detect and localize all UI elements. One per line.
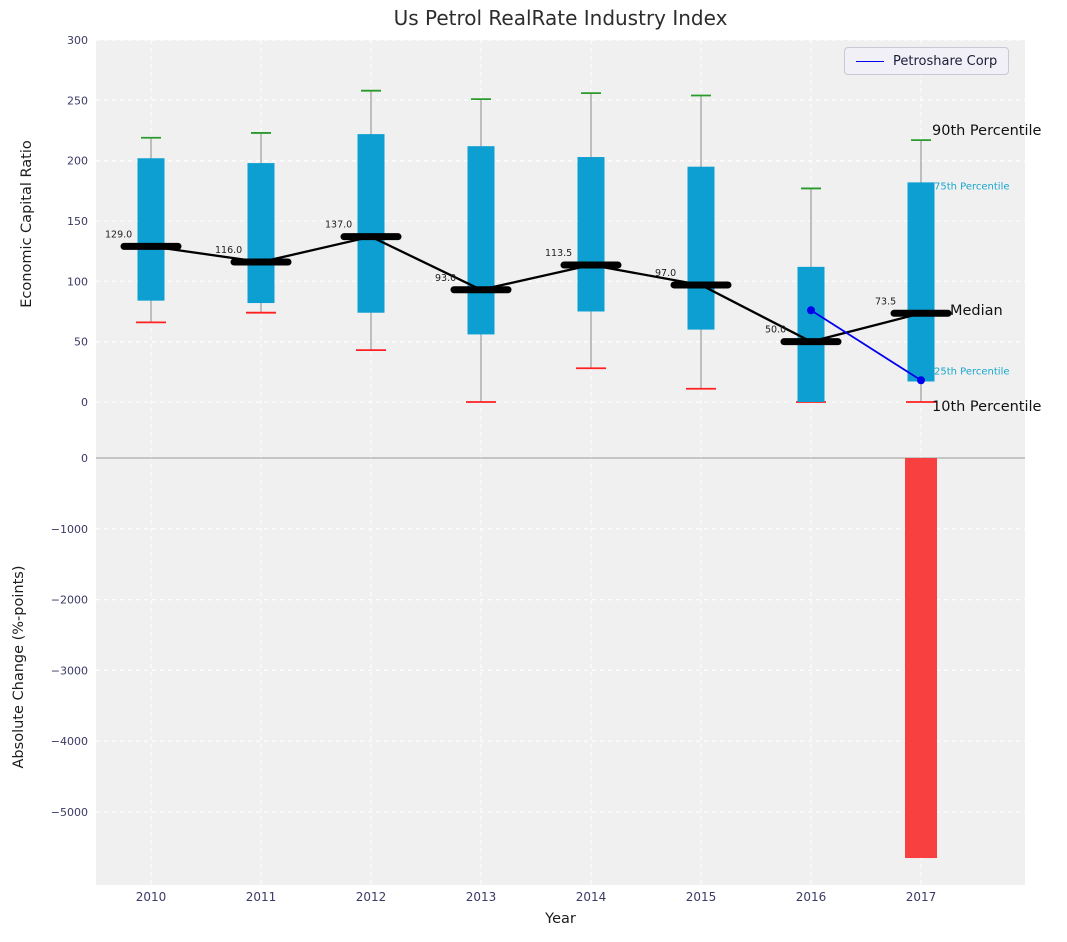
svg-text:−4000: −4000 bbox=[51, 735, 88, 748]
company-point-2017 bbox=[917, 376, 925, 385]
iqr-box-2012 bbox=[357, 134, 385, 313]
legend-line-sample bbox=[856, 60, 884, 62]
svg-text:50: 50 bbox=[74, 336, 88, 349]
svg-text:2014: 2014 bbox=[576, 890, 607, 904]
x-tick-labels: 2010 2011 2012 2013 2014 2015 2016 2017 bbox=[136, 890, 937, 904]
iqr-box-2011 bbox=[247, 163, 275, 304]
annotation-median: Median bbox=[950, 303, 1003, 320]
svg-text:250: 250 bbox=[67, 94, 88, 107]
bottom-ylabel: Absolute Change (%-points) bbox=[11, 565, 27, 769]
top-ylabel: Economic Capital Ratio bbox=[19, 140, 35, 308]
iqr-box-2016 bbox=[797, 266, 825, 402]
annotation-25th-percentile: 25th Percentile bbox=[934, 366, 1010, 378]
box-group-2013 bbox=[466, 98, 496, 403]
median-value-label-2010: 129.0 bbox=[105, 229, 132, 240]
svg-text:−1000: −1000 bbox=[51, 523, 88, 536]
svg-text:150: 150 bbox=[67, 215, 88, 228]
x-axis-label: Year bbox=[545, 911, 576, 927]
median-value-label-2017: 73.5 bbox=[875, 296, 896, 307]
company-point-2016 bbox=[807, 306, 815, 315]
median-value-label-2011: 116.0 bbox=[215, 245, 242, 256]
median-line bbox=[150, 235, 922, 343]
median-value-label-2012: 137.0 bbox=[325, 220, 352, 231]
chart-title: Us Petrol RealRate Industry Index bbox=[393, 6, 728, 30]
box-group-2010 bbox=[136, 136, 166, 324]
legend-label: Petroshare Corp bbox=[893, 53, 998, 69]
y-tick-labels-top: 0 50 100 150 200 250 300 bbox=[67, 34, 88, 409]
box-group-2016 bbox=[796, 187, 826, 403]
plot-background bbox=[96, 40, 1025, 885]
svg-text:2010: 2010 bbox=[136, 890, 167, 904]
svg-text:2013: 2013 bbox=[466, 890, 497, 904]
company-line bbox=[810, 309, 922, 382]
negative-change-bar-2017 bbox=[905, 458, 937, 859]
svg-text:−5000: −5000 bbox=[51, 806, 88, 819]
box-group-2017 bbox=[906, 139, 936, 403]
svg-text:200: 200 bbox=[67, 155, 88, 168]
iqr-box-2014 bbox=[577, 157, 605, 312]
box-group-2014 bbox=[576, 92, 606, 370]
svg-text:300: 300 bbox=[67, 34, 88, 47]
box-group-2011 bbox=[246, 132, 276, 314]
median-value-label-2014: 113.5 bbox=[545, 248, 572, 259]
svg-text:2016: 2016 bbox=[796, 890, 827, 904]
svg-text:2011: 2011 bbox=[246, 890, 277, 904]
legend: Petroshare Corp bbox=[844, 47, 1010, 75]
y-tick-labels-bottom: 0 −1000 −2000 −3000 −4000 −5000 bbox=[51, 452, 88, 819]
median-value-label-2015: 97.0 bbox=[655, 268, 676, 279]
svg-text:0: 0 bbox=[81, 452, 88, 465]
iqr-box-2013 bbox=[467, 146, 495, 335]
median-value-label-2013: 93.0 bbox=[435, 273, 456, 284]
svg-text:2017: 2017 bbox=[906, 890, 937, 904]
svg-text:−3000: −3000 bbox=[51, 664, 88, 677]
iqr-box-2010 bbox=[137, 158, 165, 301]
box-group-2015 bbox=[686, 94, 716, 390]
annotation-75th-percentile: 75th Percentile bbox=[934, 181, 1010, 193]
svg-text:−2000: −2000 bbox=[51, 594, 88, 607]
iqr-box-2015 bbox=[687, 166, 715, 330]
box-group-2012 bbox=[356, 89, 386, 352]
annotation-10th-percentile: 10th Percentile bbox=[932, 399, 1042, 415]
svg-text:2012: 2012 bbox=[356, 890, 387, 904]
svg-text:100: 100 bbox=[67, 275, 88, 288]
iqr-box-2017 bbox=[907, 182, 935, 382]
median-value-label-2016: 50.0 bbox=[765, 325, 786, 336]
svg-text:0: 0 bbox=[81, 396, 88, 409]
svg-text:2015: 2015 bbox=[686, 890, 717, 904]
annotation-90th-percentile: 90th Percentile bbox=[932, 123, 1042, 140]
